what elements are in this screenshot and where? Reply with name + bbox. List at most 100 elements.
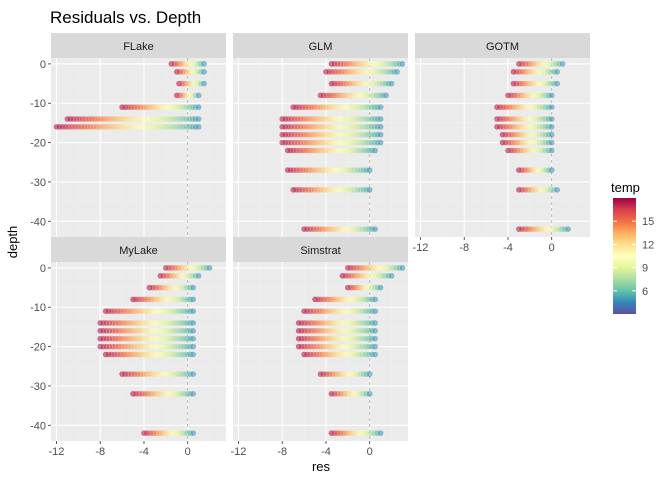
- data-point: [377, 284, 384, 291]
- data-point: [372, 226, 379, 232]
- y-tick-label: -30: [30, 381, 46, 393]
- panel-background: [51, 262, 226, 441]
- x-tick-label: -12: [413, 242, 429, 254]
- facet-flake: FLake 0 -10 -20 -30 -40: [30, 33, 226, 237]
- y-tick-label: 0: [40, 263, 46, 275]
- legend-tick-label: 9: [642, 263, 648, 275]
- y-tick-label: 0: [40, 59, 46, 71]
- data-point: [372, 343, 379, 350]
- facet-simstrat: Simstrat -12 -8 -4 0: [231, 237, 408, 458]
- data-point: [190, 351, 197, 358]
- data-point: [399, 264, 406, 271]
- data-point: [399, 61, 406, 67]
- data-point: [548, 147, 555, 154]
- data-point: [366, 167, 373, 173]
- data-point: [201, 80, 207, 87]
- data-point: [372, 335, 379, 342]
- facet-strip-label: Simstrat: [300, 245, 340, 257]
- panel-background: [51, 58, 226, 237]
- data-point: [195, 272, 202, 279]
- data-point: [377, 430, 384, 436]
- x-tick-label: 0: [367, 446, 373, 458]
- x-tick-label: -8: [459, 242, 469, 254]
- chart-title: Residuals vs. Depth: [50, 8, 201, 27]
- panel-background: [415, 58, 590, 237]
- data-point: [195, 116, 202, 122]
- y-tick-label: -40: [30, 216, 46, 228]
- data-point: [206, 264, 213, 271]
- facet-strip-label: GLM: [309, 41, 333, 53]
- data-point: [548, 139, 555, 146]
- x-tick-label: 0: [185, 446, 191, 458]
- data-point: [201, 68, 207, 75]
- facet-glm: GLM: [233, 33, 408, 237]
- data-point: [548, 131, 555, 138]
- data-point: [366, 186, 373, 193]
- panel-background: [233, 262, 408, 441]
- data-point: [377, 104, 384, 111]
- legend-tick-label: 15: [642, 216, 654, 228]
- panel-background: [233, 58, 408, 237]
- points-mylake: [97, 264, 213, 436]
- facet-strip-label: MyLake: [119, 245, 158, 257]
- data-point: [201, 61, 207, 67]
- legend-colorbar: [613, 198, 636, 314]
- data-point: [372, 308, 379, 315]
- y-tick-label: -30: [30, 177, 46, 189]
- data-point: [190, 327, 197, 334]
- data-point: [190, 284, 197, 291]
- data-point: [388, 80, 395, 87]
- data-point: [372, 296, 379, 303]
- facet-strip: [233, 237, 408, 262]
- x-tick-label: -8: [277, 446, 287, 458]
- data-point: [377, 139, 384, 146]
- x-tick-label: -12: [49, 446, 65, 458]
- points-flake: [53, 61, 207, 130]
- x-tick-label: -8: [95, 446, 105, 458]
- data-point: [190, 343, 197, 350]
- facet-strip-label: FLake: [123, 41, 154, 53]
- facet-strip-label: GOTM: [486, 41, 519, 53]
- data-point: [366, 371, 373, 377]
- data-point: [377, 131, 384, 138]
- data-point: [190, 308, 197, 315]
- x-tick-label: -12: [231, 446, 247, 458]
- data-point: [548, 116, 555, 122]
- data-point: [372, 351, 379, 358]
- legend-tick-label: 12: [642, 239, 654, 251]
- data-point: [377, 116, 384, 122]
- data-point: [195, 104, 202, 111]
- y-axis-title: depth: [5, 226, 20, 259]
- legend-title: temp: [611, 180, 640, 195]
- data-point: [195, 123, 202, 130]
- data-point: [394, 68, 400, 75]
- points-gotm: [494, 61, 571, 232]
- data-point: [190, 390, 197, 397]
- data-point: [190, 430, 197, 436]
- data-point: [372, 147, 379, 154]
- points-simstrat: [295, 264, 406, 436]
- y-tick-label: -10: [30, 302, 46, 314]
- data-point: [554, 80, 561, 87]
- facet-strip: [51, 237, 226, 262]
- data-point: [548, 167, 555, 173]
- data-point: [559, 61, 566, 67]
- data-point: [366, 390, 373, 397]
- facet-gotm: GOTM -12 -8 -4 0: [413, 33, 590, 254]
- x-tick-label: 0: [549, 242, 555, 254]
- facet-strip: [51, 33, 226, 58]
- data-point: [565, 226, 571, 232]
- legend-gradient: [613, 198, 636, 314]
- y-tick-label: -20: [30, 138, 46, 150]
- data-point: [548, 123, 555, 130]
- data-point: [548, 92, 555, 99]
- x-axis-title: res: [312, 459, 331, 474]
- data-point: [190, 320, 197, 326]
- facet-strip: [415, 33, 590, 58]
- y-tick-label: -20: [30, 342, 46, 354]
- data-point: [383, 92, 389, 99]
- data-point: [388, 272, 395, 279]
